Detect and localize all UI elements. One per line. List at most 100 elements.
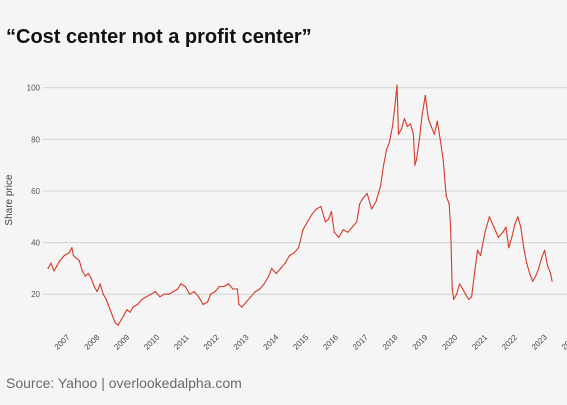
data-point [517, 216, 519, 218]
data-point [450, 229, 452, 231]
data-point [202, 303, 204, 306]
data-point [550, 272, 552, 275]
data-point [535, 275, 537, 277]
data-point [53, 270, 55, 272]
data-point [442, 159, 444, 161]
data-point [93, 285, 95, 288]
x-tick-label: 2010 [142, 332, 161, 351]
data-point [236, 288, 238, 290]
data-point [320, 205, 322, 208]
data-point [47, 267, 49, 269]
data-point [72, 254, 74, 257]
source-credit: Source: Yahoo | overlookedalpha.com [6, 375, 242, 391]
data-point [306, 221, 309, 223]
data-point [180, 283, 182, 285]
data-point [177, 288, 179, 290]
data-point [526, 262, 528, 264]
data-point [418, 138, 420, 140]
data-point [523, 247, 525, 249]
data-point [117, 324, 119, 326]
x-tick-label: 2022 [500, 332, 519, 351]
data-point [63, 254, 65, 257]
data-point [241, 306, 243, 308]
data-point [462, 288, 464, 290]
data-point [366, 192, 368, 195]
chart-title: “Cost center not a profit center” [6, 26, 312, 48]
x-tick-label: 2019 [411, 332, 430, 351]
data-point [330, 211, 332, 213]
data-point [497, 236, 499, 238]
y-axis-label: Share price [4, 174, 15, 226]
x-tick-label: 2009 [112, 332, 131, 351]
x-tick-label: 2020 [440, 332, 459, 351]
x-tick-label: 2007 [53, 332, 72, 351]
data-point [50, 262, 52, 264]
data-point [90, 278, 92, 280]
data-point [412, 133, 414, 135]
data-point [403, 118, 405, 120]
data-point [406, 125, 408, 128]
data-point [81, 270, 83, 272]
data-point [414, 164, 416, 166]
data-point [385, 149, 388, 151]
data-point [380, 185, 382, 187]
data-point [476, 249, 479, 251]
data-point [87, 272, 89, 275]
data-point [359, 203, 361, 205]
x-tick-label: 2014 [261, 332, 280, 351]
data-point [338, 236, 340, 238]
data-point [453, 298, 455, 300]
data-point [238, 303, 240, 306]
x-tick-label: 2024 [560, 332, 567, 351]
data-point [456, 293, 458, 295]
data-point [347, 231, 349, 233]
data-point [250, 296, 252, 298]
data-point [505, 226, 507, 228]
data-point [198, 296, 200, 298]
data-point [271, 267, 273, 269]
data-point [284, 262, 286, 264]
data-point [223, 285, 225, 288]
x-tick-label: 2012 [202, 332, 221, 351]
data-point [254, 291, 256, 293]
data-point [471, 296, 473, 298]
line-chart: 20 40 60 80 100 2007 2008 2009 2010 2011 2012 2013… [4, 84, 567, 352]
data-point [218, 285, 221, 288]
x-tick-label: 2013 [232, 332, 251, 351]
data-point [520, 226, 522, 228]
data-point [547, 265, 549, 267]
data-point [210, 293, 212, 295]
data-point [342, 229, 344, 231]
x-tick-label: 2008 [83, 332, 102, 351]
data-point [150, 293, 152, 295]
data-point [415, 159, 417, 161]
data-point [538, 267, 540, 269]
data-point [315, 208, 317, 210]
data-point [159, 296, 161, 298]
data-point [293, 252, 295, 254]
data-point [227, 283, 230, 285]
data-point [105, 298, 107, 300]
data-point [448, 203, 450, 205]
data-point [289, 254, 291, 257]
data-point [424, 94, 426, 97]
data-point [245, 301, 247, 303]
data-point [451, 288, 453, 290]
data-point [141, 298, 143, 300]
data-point [396, 84, 398, 86]
series-layer [47, 84, 553, 326]
data-point [459, 283, 461, 285]
x-axis-ticks: 2007 2008 2009 2010 2011 2012 2013 2014 2015 2016… [53, 332, 567, 351]
gridlines [43, 87, 567, 295]
data-point [484, 231, 486, 233]
data-point [439, 138, 441, 140]
data-point [508, 247, 510, 249]
data-point [75, 257, 77, 259]
data-point [168, 293, 170, 295]
data-point [163, 293, 165, 295]
data-point [375, 200, 377, 202]
data-point [421, 112, 423, 115]
data-point [473, 272, 476, 275]
data-point [280, 267, 282, 269]
data-point [214, 291, 216, 293]
